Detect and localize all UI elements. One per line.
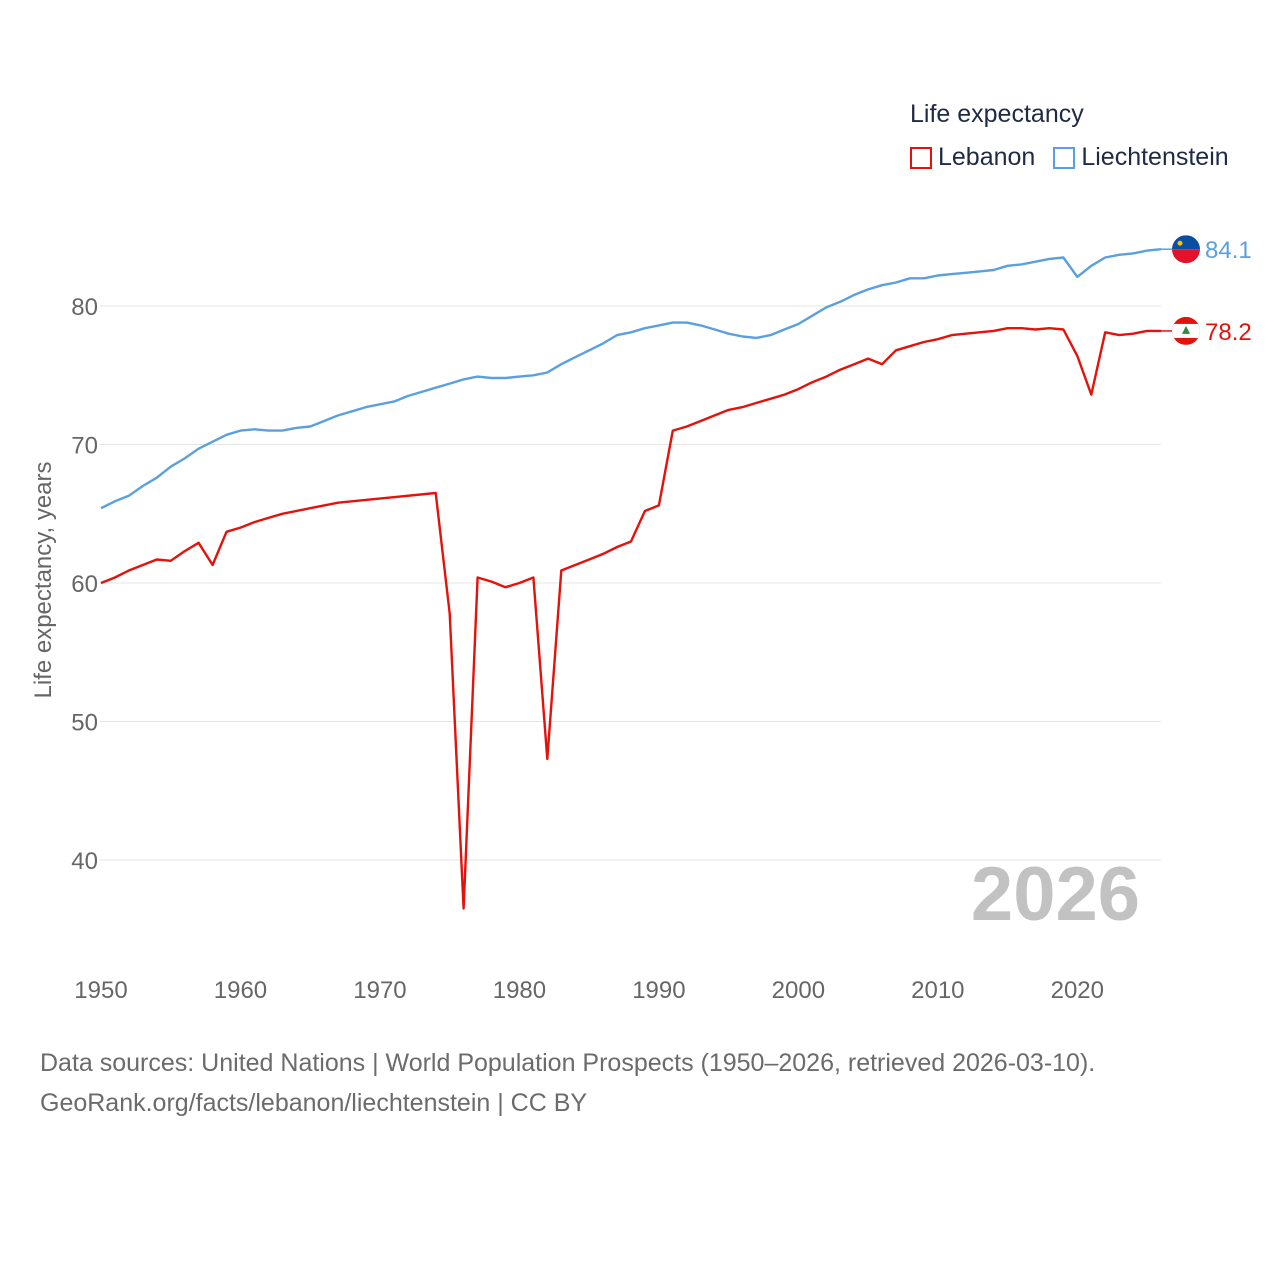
flag-icon-lebanon xyxy=(1172,316,1200,345)
legend-swatch-lebanon xyxy=(910,146,932,169)
legend-item-liechtenstein[interactable]: Liechtenstein xyxy=(1053,143,1229,172)
source-line-1: Data sources: United Nations | World Pop… xyxy=(40,1049,1096,1077)
x-tick-1950: 1950 xyxy=(74,977,127,1004)
legend: Lebanon Liechtenstein xyxy=(910,143,1229,172)
legend-title: Life expectancy xyxy=(910,100,1084,128)
grid-lines xyxy=(100,305,1161,861)
legend-label-lebanon: Lebanon xyxy=(938,143,1036,171)
y-tick-80: 80 xyxy=(71,294,98,321)
y-tick-70: 70 xyxy=(71,433,98,460)
series-line-lebanon xyxy=(100,327,1161,910)
series-line-liechtenstein xyxy=(100,248,1162,510)
x-tick-2000: 2000 xyxy=(772,977,825,1004)
y-tick-50: 50 xyxy=(71,710,98,737)
year-watermark: 2026 xyxy=(971,852,1140,937)
x-tick-1990: 1990 xyxy=(632,977,685,1004)
end-value-label-lebanon: 78.2 xyxy=(1205,319,1252,346)
x-tick-labels: 1950 1960 1970 1980 1990 2000 2010 2020 xyxy=(74,977,1104,1004)
flag-icon-liechtenstein xyxy=(1172,235,1200,264)
y-axis-label: Life expectancy, years xyxy=(30,461,57,698)
y-tick-60: 60 xyxy=(71,571,98,598)
end-value-label-liechtenstein: 84.1 xyxy=(1205,237,1252,264)
y-tick-labels: 40 50 60 70 80 xyxy=(71,294,98,875)
x-tick-1980: 1980 xyxy=(493,977,546,1004)
series-end-markers: 78.2 84.1 xyxy=(1161,235,1252,346)
x-tick-1960: 1960 xyxy=(214,977,267,1004)
y-tick-40: 40 xyxy=(71,848,98,875)
x-tick-2020: 2020 xyxy=(1051,977,1104,1004)
legend-item-lebanon[interactable]: Lebanon xyxy=(910,143,1035,172)
legend-swatch-liechtenstein xyxy=(1053,146,1076,169)
series-lines xyxy=(100,248,1162,910)
x-tick-1970: 1970 xyxy=(353,977,406,1004)
x-tick-2010: 2010 xyxy=(911,977,964,1004)
source-line-2[interactable]: GeoRank.org/facts/lebanon/liechtenstein … xyxy=(40,1089,588,1117)
legend-label-liechtenstein: Liechtenstein xyxy=(1081,143,1229,171)
source-note: Data sources: United Nations | World Pop… xyxy=(40,1043,1095,1123)
